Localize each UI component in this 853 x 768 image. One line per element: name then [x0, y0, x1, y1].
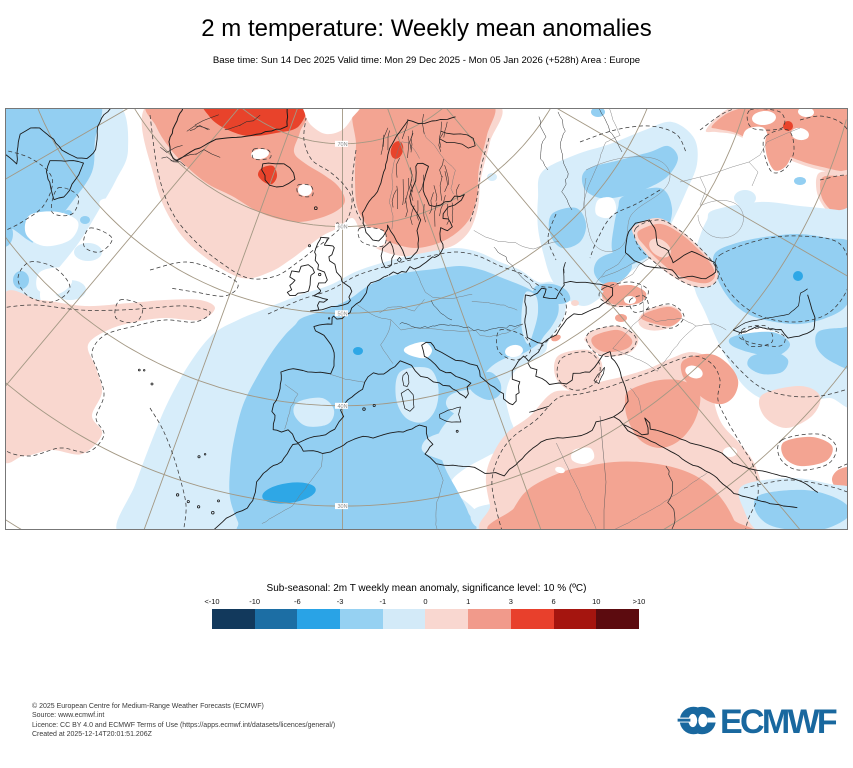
svg-text:30N: 30N — [337, 504, 347, 510]
svg-text:70N: 70N — [337, 142, 347, 148]
svg-text:50N: 50N — [337, 311, 347, 317]
svg-text:40N: 40N — [337, 404, 347, 410]
svg-text:60N: 60N — [337, 225, 347, 231]
